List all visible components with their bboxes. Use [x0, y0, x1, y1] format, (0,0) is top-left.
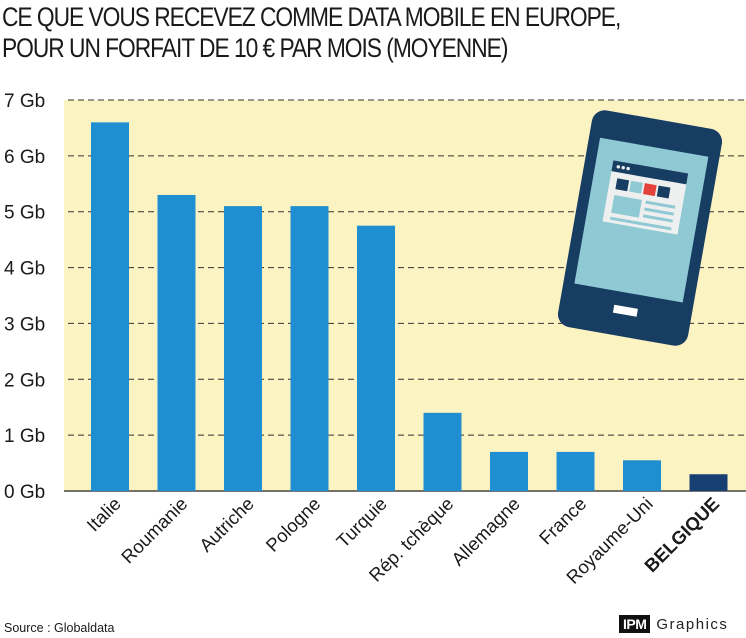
- bar: [623, 460, 661, 491]
- y-tick-label: 1 Gb: [4, 426, 45, 447]
- x-tick-label: Roumanie: [117, 493, 191, 567]
- x-tick-label: France: [535, 493, 591, 549]
- bar: [224, 206, 262, 491]
- x-tick-label: Turquie: [332, 493, 391, 552]
- chart-title: CE QUE VOUS RECEVEZ COMME DATA MOBILE EN…: [2, 2, 642, 64]
- source-note: Source : Globaldata: [4, 621, 115, 635]
- bars: [91, 122, 728, 491]
- x-tick-label: Pologne: [261, 493, 324, 556]
- x-tick-label: Allemagne: [447, 493, 524, 570]
- chart-title-line-2: POUR UN FORFAIT DE 10 € PAR MOIS (MOYENN…: [2, 33, 508, 63]
- logo-text: Graphics: [656, 615, 729, 633]
- bar: [423, 412, 462, 491]
- y-tick-label: 7 Gb: [4, 91, 45, 112]
- bar: [290, 206, 329, 491]
- y-tick-label: 2 Gb: [4, 370, 45, 391]
- logo-box: IPM: [619, 615, 651, 633]
- y-axis: 0 Gb 1 Gb 2 Gb 3 Gb 4 Gb 5 Gb 6 Gb 7 Gb: [4, 91, 45, 503]
- y-tick-label: 4 Gb: [4, 259, 45, 280]
- x-tick-label: Italie: [82, 493, 124, 535]
- x-tick-label: Autriche: [195, 493, 258, 556]
- y-tick-label: 6 Gb: [4, 147, 45, 168]
- chart-title-line-1: CE QUE VOUS RECEVEZ COMME DATA MOBILE EN…: [2, 2, 621, 32]
- smartphone-icon: [557, 110, 723, 346]
- y-tick-label: 3 Gb: [4, 314, 45, 335]
- bar: [490, 451, 528, 491]
- bar: [157, 194, 196, 491]
- bar: [91, 122, 129, 491]
- bar: [357, 225, 395, 491]
- y-tick-label: 5 Gb: [4, 203, 45, 224]
- bar: [689, 474, 728, 491]
- bar: [556, 451, 595, 491]
- ipm-graphics-logo: IPM Graphics: [619, 615, 728, 633]
- y-tick-label: 0 Gb: [4, 482, 45, 503]
